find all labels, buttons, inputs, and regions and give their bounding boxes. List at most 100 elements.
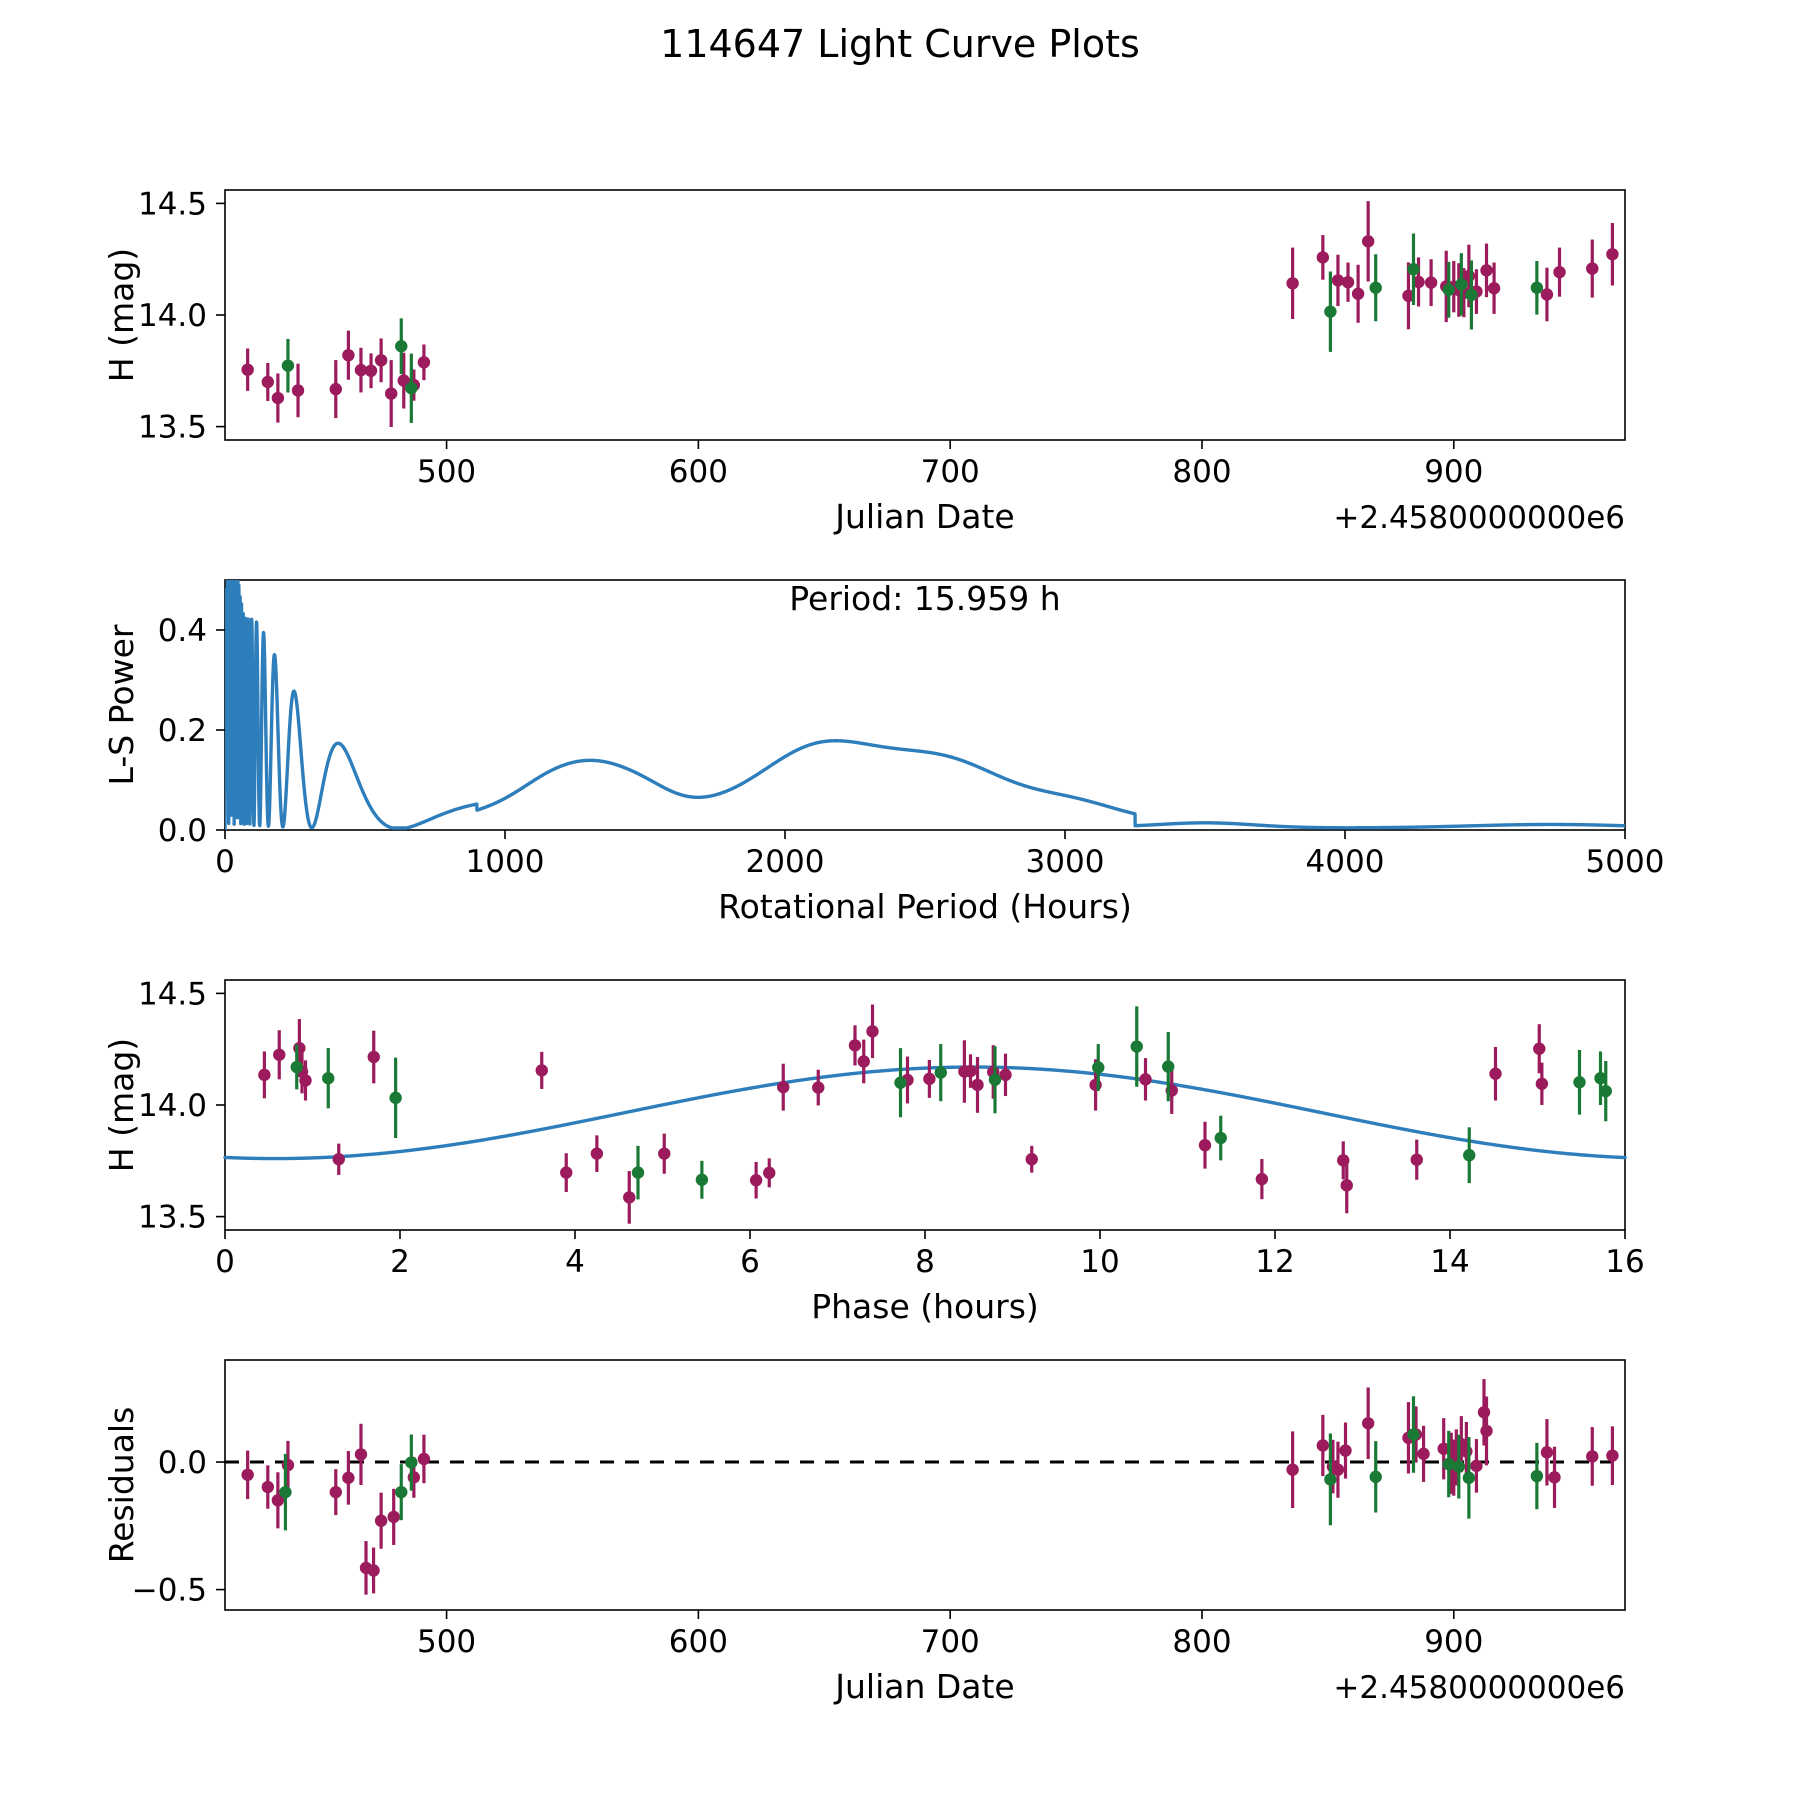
data-point — [1465, 288, 1478, 302]
x-tick-label: 4 — [565, 1244, 585, 1280]
data-point — [1553, 265, 1566, 279]
data-point — [590, 1147, 604, 1160]
data-point — [1540, 1446, 1554, 1459]
data-point — [1489, 1067, 1502, 1080]
data-point — [1162, 1060, 1175, 1073]
data-point — [1412, 275, 1425, 289]
data-point — [258, 1068, 271, 1082]
data-point — [329, 1485, 342, 1499]
data-point — [1092, 1061, 1105, 1074]
data-point — [1198, 1138, 1212, 1152]
data-point — [1462, 1471, 1476, 1485]
x-tick-label: 800 — [1172, 1624, 1231, 1660]
data-point — [1316, 1439, 1330, 1452]
data-point — [364, 364, 378, 378]
data-point — [405, 1456, 418, 1469]
data-point — [299, 1074, 312, 1087]
data-point — [1417, 1447, 1430, 1461]
data-point — [354, 363, 368, 377]
data-point — [407, 1471, 421, 1484]
data-point — [384, 387, 398, 400]
data-point — [293, 1041, 306, 1055]
data-point — [1594, 1072, 1607, 1085]
x-tick-label: 900 — [1424, 1624, 1483, 1660]
phase-folded-plot: 0 2 4 6 8 10 12 14 16 13.5 14.0 14.5 Phase (hours) H … — [102, 976, 1645, 1326]
data-point — [623, 1191, 636, 1204]
y-axis-label: Residuals — [102, 1407, 141, 1564]
residuals-plot: 500 600 700 800 900 −0.5 0.0 Julian Date Residua… — [102, 1359, 1626, 1706]
plot-frame — [224, 189, 1626, 441]
x-tick-label: 8 — [915, 1244, 935, 1280]
panel-lightcurve: 500 600 700 800 900 13.5 14.0 14.5 Julian Date H … — [0, 150, 1800, 550]
y-axis-label: H (mag) — [102, 248, 141, 382]
data-point — [395, 340, 408, 353]
data-point — [1369, 281, 1382, 294]
data-point — [1324, 305, 1337, 318]
data-point — [279, 1485, 292, 1499]
lightcurve-plot: 500 600 700 800 900 13.5 14.0 14.5 Julian Date H … — [102, 186, 1626, 536]
x-tick-label: 14 — [1430, 1244, 1469, 1280]
data-point — [1407, 1428, 1420, 1441]
data-point — [631, 1166, 645, 1179]
data-point — [1442, 283, 1455, 296]
panel-phase-folded: 0 2 4 6 8 10 12 14 16 13.5 14.0 14.5 Phase (hours) H … — [0, 950, 1800, 1350]
x-tick-label: 6 — [740, 1244, 760, 1280]
data-point — [866, 1025, 879, 1038]
y-tick-label: 14.5 — [138, 976, 207, 1012]
data-point — [1487, 282, 1501, 295]
data-point — [812, 1081, 825, 1094]
data-point — [367, 1564, 380, 1577]
data-point — [389, 1091, 402, 1105]
data-point — [374, 1514, 388, 1527]
y-tick-label: 14.0 — [138, 298, 207, 334]
data-point — [332, 1153, 345, 1166]
axes-frame: 0 1000 2000 3000 4000 5000 0.0 0.2 0.4 Rotational… — [102, 579, 1664, 926]
x-tick-label: 16 — [1605, 1244, 1644, 1280]
data-point — [271, 391, 285, 405]
data-point — [763, 1166, 776, 1180]
data-point — [934, 1066, 947, 1079]
data-point — [695, 1173, 709, 1186]
y-tick-label: 0.0 — [158, 1445, 207, 1481]
data-point — [1286, 1463, 1299, 1476]
data-point — [417, 1452, 431, 1466]
data-point — [1369, 1470, 1382, 1484]
data-point — [241, 363, 254, 376]
panel-periodogram: 0 1000 2000 3000 4000 5000 0.0 0.2 0.4 Rotational… — [0, 560, 1800, 940]
data-point — [1361, 1417, 1375, 1430]
x-offset-label: +2.4580000000e6 — [1333, 1670, 1625, 1706]
data-point — [1089, 1078, 1102, 1092]
data-point — [329, 382, 342, 396]
data-point — [964, 1064, 977, 1078]
data-point — [1460, 1445, 1473, 1458]
data-point — [1452, 1460, 1466, 1473]
x-tick-label: 3000 — [1026, 844, 1105, 880]
data-point — [1477, 1406, 1491, 1419]
data-point — [342, 348, 355, 362]
periodogram-plot: 0 1000 2000 3000 4000 5000 0.0 0.2 0.4 Rotational… — [102, 579, 1664, 926]
data-point — [1586, 1450, 1599, 1463]
data-point — [1533, 1042, 1546, 1055]
data-point — [749, 1174, 763, 1187]
data-point — [1407, 263, 1420, 276]
y-tick-label: 0.4 — [158, 613, 207, 649]
data-point — [281, 1458, 295, 1472]
data-point — [1130, 1040, 1143, 1053]
y-tick-label: −0.5 — [132, 1573, 207, 1609]
axes-frame: 500 600 700 800 900 13.5 14.0 14.5 Julian Date H … — [102, 186, 1626, 536]
data-point — [1530, 1469, 1544, 1483]
data-point — [1361, 235, 1375, 248]
data-point — [342, 1471, 355, 1485]
data-point — [354, 1448, 368, 1461]
data-point — [367, 1050, 380, 1064]
data-point — [658, 1147, 671, 1160]
x-tick-label: 1000 — [466, 844, 545, 880]
y-tick-label: 14.5 — [138, 186, 207, 222]
model-sinusoid — [223, 1065, 1627, 1161]
plot-frame — [224, 979, 1626, 1231]
data-point — [1606, 1449, 1619, 1462]
y-tick-label: 13.5 — [138, 1200, 207, 1236]
x-tick-label: 600 — [669, 454, 728, 490]
data-point — [560, 1166, 573, 1179]
